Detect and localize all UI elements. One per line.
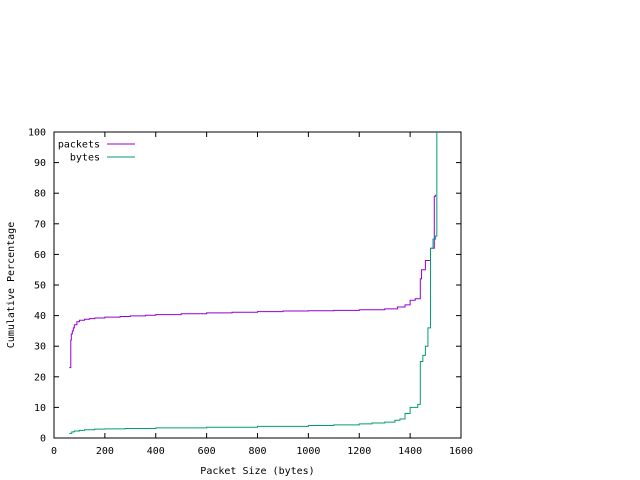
- legend-label-bytes: bytes: [70, 153, 100, 164]
- series-layer: [69, 132, 438, 434]
- x-tick-label-2: 400: [147, 446, 165, 457]
- y-tick-label-4: 40: [34, 311, 46, 322]
- y-tick-label-6: 60: [34, 250, 46, 261]
- x-tick-label-7: 1400: [398, 446, 422, 457]
- y-tick-label-1: 10: [34, 403, 46, 414]
- x-axis-title: Packet Size (bytes): [200, 466, 314, 477]
- y-tick-label-0: 0: [40, 434, 46, 445]
- y-tick-label-5: 50: [34, 281, 46, 292]
- x-tick-label-3: 600: [198, 446, 216, 457]
- x-tick-label-0: 0: [51, 446, 57, 457]
- y-tick-label-2: 20: [34, 372, 46, 383]
- series-line-packets: [69, 194, 437, 369]
- x-tick-label-8: 1600: [449, 446, 473, 457]
- y-tick-label-9: 90: [34, 158, 46, 169]
- x-tick-label-5: 1000: [296, 446, 320, 457]
- plot-frame: [53, 131, 462, 439]
- x-tick-label-1: 200: [96, 446, 114, 457]
- ticks-layer: 0 200 400 600 800 1000 1200 1400 1600 0 10 20 30 40 50…: [28, 128, 473, 458]
- x-tick-label-4: 800: [248, 446, 266, 457]
- y-tick-label-3: 30: [34, 342, 46, 353]
- y-tick-label-8: 80: [34, 189, 46, 200]
- legend: packets bytes: [58, 140, 135, 164]
- y-axis-title: Cumulative Percentage: [6, 222, 17, 348]
- x-tick-label-6: 1200: [347, 446, 371, 457]
- legend-label-packets: packets: [58, 140, 100, 151]
- y-tick-label-10: 100: [28, 128, 46, 139]
- y-tick-label-7: 70: [34, 219, 46, 230]
- series-line-bytes: [69, 132, 438, 434]
